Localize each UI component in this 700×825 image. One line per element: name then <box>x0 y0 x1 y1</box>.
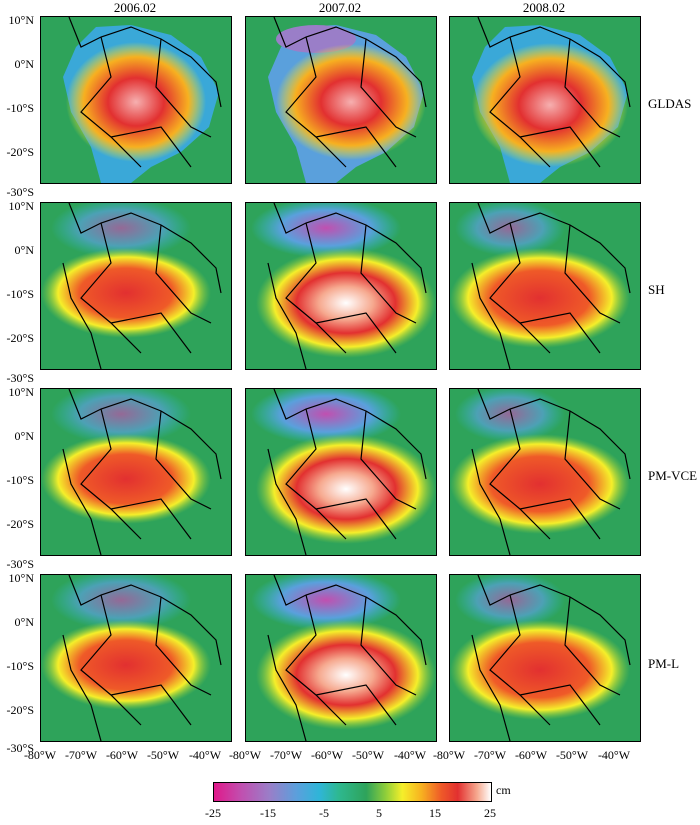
lat-label: -10°S <box>6 659 34 673</box>
lat-label: 10°N <box>8 385 34 399</box>
row-label-sh: SH <box>648 282 665 297</box>
map-panel-sh-2006 <box>40 202 232 370</box>
lon-label: -40°W <box>393 748 427 762</box>
row-label-pm-l: PM-L <box>648 656 680 671</box>
lat-label: -10°S <box>6 473 34 487</box>
colorbar-tick: -25 <box>205 806 221 820</box>
lon-label: -50°W <box>351 748 385 762</box>
lon-label: -70°W <box>473 748 507 762</box>
colorbar-unit: cm <box>496 783 511 797</box>
lat-label: -20°S <box>6 145 34 159</box>
row-label-pm-vce: PM-VCE <box>648 468 698 483</box>
lon-label: -40°W <box>597 748 631 762</box>
lon-label: -40°W <box>188 748 222 762</box>
map-panel-pm-l-2006 <box>40 574 232 742</box>
map-panel-sh-2008 <box>449 202 641 370</box>
lon-label: -50°W <box>555 748 589 762</box>
map-panel-pm-vce-2007 <box>245 388 437 556</box>
colorbar-tick: -15 <box>260 806 276 820</box>
lat-label: 0°N <box>14 243 34 257</box>
colorbar-tick: -5 <box>319 806 329 820</box>
column-title-2007: 2007.02 <box>318 0 362 15</box>
map-panel-sh-2007 <box>245 202 437 370</box>
row-label-gldas: GLDAS <box>648 96 692 111</box>
colorbar-tick: 15 <box>429 806 441 820</box>
lat-label: 10°N <box>8 571 34 585</box>
lat-label: -30°S <box>6 741 34 755</box>
colorbar <box>213 782 492 802</box>
lat-label: -20°S <box>6 703 34 717</box>
lon-label: -80°W <box>23 748 57 762</box>
map-panel-gldas-2006 <box>40 16 232 184</box>
column-title-2006: 2006.02 <box>113 0 157 15</box>
lat-label: -20°S <box>6 517 34 531</box>
lat-label: -30°S <box>6 371 34 385</box>
map-panel-gldas-2007 <box>245 16 437 184</box>
lon-label: -60°W <box>514 748 548 762</box>
lon-label: -70°W <box>64 748 98 762</box>
lat-label: -30°S <box>6 185 34 199</box>
lat-label: 10°N <box>8 13 34 27</box>
lon-label: -80°W <box>432 748 466 762</box>
column-title-2008: 2008.02 <box>522 0 566 15</box>
lat-label: 0°N <box>14 57 34 71</box>
lon-label: -50°W <box>146 748 180 762</box>
map-panel-pm-l-2007 <box>245 574 437 742</box>
lat-label: -20°S <box>6 331 34 345</box>
lat-label: -30°S <box>6 557 34 571</box>
lon-label: -60°W <box>105 748 139 762</box>
lat-label: -10°S <box>6 101 34 115</box>
map-panel-pm-l-2008 <box>449 574 641 742</box>
lat-label: 0°N <box>14 429 34 443</box>
lat-label: 10°N <box>8 199 34 213</box>
map-panel-pm-vce-2008 <box>449 388 641 556</box>
lon-label: -80°W <box>228 748 262 762</box>
map-panel-gldas-2008 <box>449 16 641 184</box>
map-panel-pm-vce-2006 <box>40 388 232 556</box>
lon-label: -60°W <box>310 748 344 762</box>
colorbar-tick: 5 <box>376 806 382 820</box>
lat-label: 0°N <box>14 615 34 629</box>
lat-label: -10°S <box>6 287 34 301</box>
colorbar-tick: 25 <box>484 806 496 820</box>
lon-label: -70°W <box>269 748 303 762</box>
